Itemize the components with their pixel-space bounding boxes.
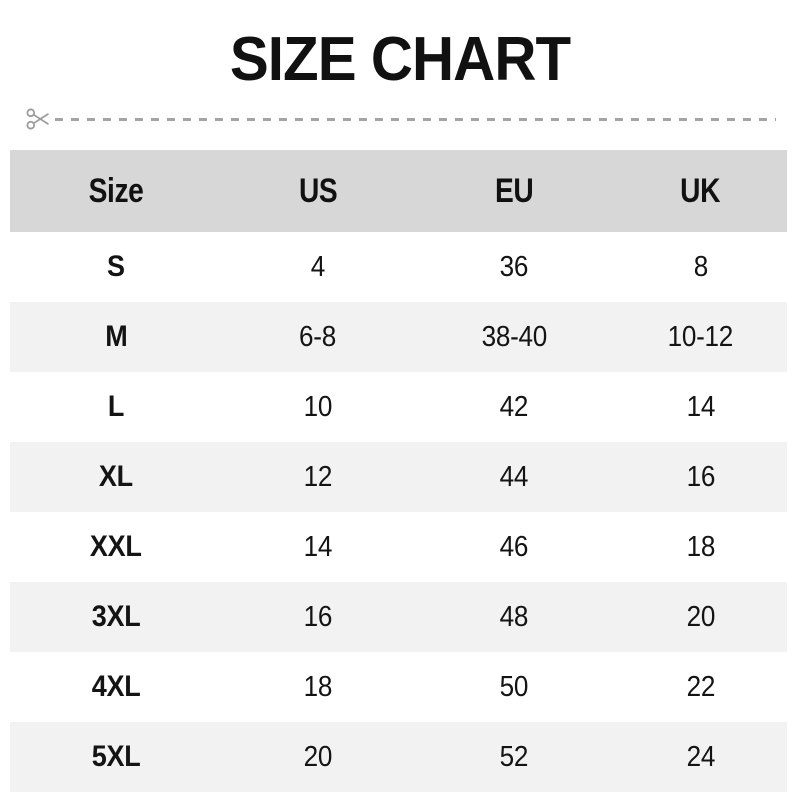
table-header: Size US EU UK	[10, 150, 787, 232]
cell-eu-text: 36	[499, 250, 529, 283]
cell-eu: 42	[414, 372, 614, 442]
cell-eu-text: 42	[499, 390, 529, 423]
cell-eu: 48	[414, 582, 614, 652]
cell-uk-text: 22	[686, 670, 715, 703]
cut-line	[24, 103, 776, 135]
table-row: XL 12 44 16	[10, 442, 787, 512]
cell-size-text: XL	[99, 460, 133, 493]
table-row: XXL 14 46 18	[10, 512, 787, 582]
cell-uk: 14	[614, 372, 787, 442]
cell-eu-text: 52	[499, 740, 529, 773]
cell-uk-text: 8	[693, 250, 708, 283]
table-header-row: Size US EU UK	[10, 150, 787, 232]
cell-uk-text: 24	[686, 740, 715, 773]
cell-eu-text: 38-40	[481, 320, 547, 353]
cell-size-text: 5XL	[91, 740, 141, 773]
cell-size: L	[10, 372, 222, 442]
column-header-eu-label: EU	[494, 171, 534, 210]
cell-us: 10	[222, 372, 414, 442]
cell-us: 16	[222, 582, 414, 652]
cell-size-text: 3XL	[91, 600, 141, 633]
cell-us-text: 16	[303, 600, 333, 633]
cell-eu: 38-40	[414, 302, 614, 372]
cell-uk: 20	[614, 582, 787, 652]
size-chart-table: Size US EU UK S 4 36 8 M 6-8 38-40 10-12…	[10, 150, 787, 792]
cell-size: M	[10, 302, 222, 372]
cell-eu-text: 48	[499, 600, 529, 633]
column-header-us-label: US	[298, 171, 338, 210]
cell-size-text: M	[104, 320, 128, 353]
cell-size-text: S	[107, 250, 125, 283]
table-row: L 10 42 14	[10, 372, 787, 442]
cell-size-text: L	[107, 390, 125, 423]
cell-size-text: XXL	[90, 530, 142, 563]
table-row: 5XL 20 52 24	[10, 722, 787, 792]
dashed-cut-line	[55, 118, 776, 121]
cell-uk-text: 18	[686, 530, 715, 563]
cell-us-text: 12	[303, 460, 333, 493]
cell-eu: 36	[414, 232, 614, 302]
cell-uk-text: 10-12	[667, 320, 734, 353]
cell-us-text: 4	[310, 250, 326, 283]
cell-us-text: 6-8	[299, 320, 337, 353]
cell-us: 12	[222, 442, 414, 512]
cell-uk: 16	[614, 442, 787, 512]
column-header-uk: UK	[621, 150, 780, 232]
column-header-size-label: Size	[88, 171, 144, 210]
cell-eu: 46	[414, 512, 614, 582]
cell-uk: 8	[614, 232, 787, 302]
cell-us-text: 10	[303, 390, 333, 423]
page-title: SIZE CHART	[229, 25, 571, 94]
table-row: S 4 36 8	[10, 232, 787, 302]
cell-us: 6-8	[222, 302, 414, 372]
column-header-uk-label: UK	[680, 171, 721, 210]
cell-eu: 52	[414, 722, 614, 792]
cell-size: 5XL	[10, 722, 222, 792]
cell-size: XL	[10, 442, 222, 512]
column-header-size: Size	[18, 150, 213, 232]
cell-us: 18	[222, 652, 414, 722]
cell-uk: 18	[614, 512, 787, 582]
cell-size-text: 4XL	[91, 670, 141, 703]
cell-uk: 22	[614, 652, 787, 722]
column-header-us: US	[230, 150, 407, 232]
cell-eu-text: 46	[499, 530, 529, 563]
cell-uk: 24	[614, 722, 787, 792]
cell-size: XXL	[10, 512, 222, 582]
cell-eu-text: 44	[499, 460, 529, 493]
scissors-icon	[26, 108, 49, 130]
cell-uk: 10-12	[614, 302, 787, 372]
table-row: 3XL 16 48 20	[10, 582, 787, 652]
cell-us: 4	[222, 232, 414, 302]
cell-uk-text: 16	[686, 460, 715, 493]
cell-size: S	[10, 232, 222, 302]
table-row: 4XL 18 50 22	[10, 652, 787, 722]
cell-size: 3XL	[10, 582, 222, 652]
cell-uk-text: 14	[686, 390, 715, 423]
cell-eu-text: 50	[499, 670, 529, 703]
cell-us: 20	[222, 722, 414, 792]
cell-us-text: 18	[303, 670, 333, 703]
cell-eu: 50	[414, 652, 614, 722]
cell-uk-text: 20	[686, 600, 715, 633]
table-row: M 6-8 38-40 10-12	[10, 302, 787, 372]
table-body: S 4 36 8 M 6-8 38-40 10-12 L 10 42 14 XL…	[10, 232, 787, 792]
cell-size: 4XL	[10, 652, 222, 722]
cell-us: 14	[222, 512, 414, 582]
column-header-eu: EU	[422, 150, 606, 232]
cell-us-text: 20	[303, 740, 333, 773]
cell-eu: 44	[414, 442, 614, 512]
cell-us-text: 14	[303, 530, 333, 563]
